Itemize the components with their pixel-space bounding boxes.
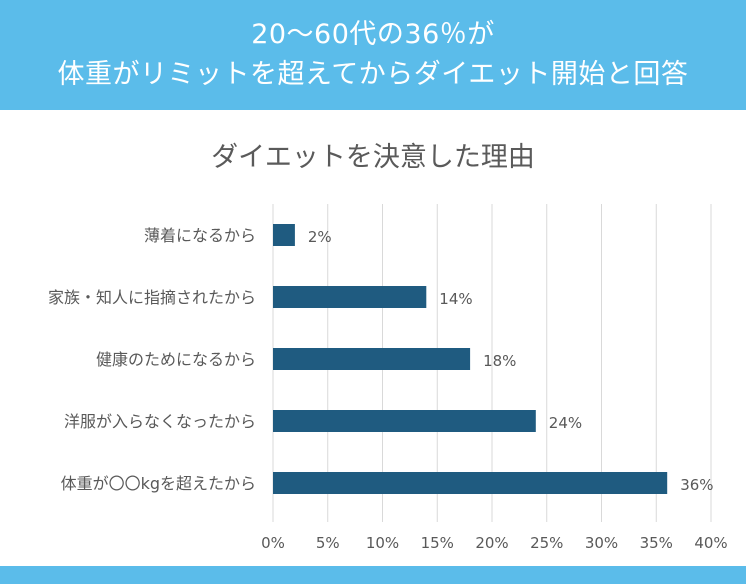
category-label: 健康のためになるから [96, 350, 256, 369]
category-label: 洋服が入らなくなったから [64, 412, 256, 431]
x-tick-label: 0% [261, 534, 285, 552]
data-label: 24% [549, 414, 582, 432]
x-tick-label: 10% [366, 534, 399, 552]
x-tick-label: 25% [530, 534, 563, 552]
data-label: 36% [680, 476, 713, 494]
x-tick-label: 40% [694, 534, 727, 552]
bar [273, 348, 471, 370]
bar [273, 286, 427, 308]
data-label: 18% [483, 352, 516, 370]
header-title-line2: 体重がリミットを超えてからダイエット開始と回答 [57, 59, 689, 90]
category-label: 家族・知人に指摘されたから [48, 288, 256, 307]
category-label: 体重が〇〇kgを超えたから [61, 474, 256, 493]
data-label: 2% [308, 228, 332, 246]
header-banner: 20～60代の36％が 体重がリミットを超えてからダイエット開始と回答 [0, 0, 746, 110]
header-title-line1: 20～60代の36％が [251, 19, 495, 50]
bar [273, 472, 668, 494]
x-tick-label: 5% [316, 534, 340, 552]
bar [273, 410, 536, 432]
bar [273, 224, 295, 246]
data-label: 14% [439, 290, 472, 308]
chart-title: ダイエットを決意した理由 [211, 142, 535, 173]
x-tick-label: 20% [475, 534, 508, 552]
footer-bar [0, 566, 746, 584]
category-label: 薄着になるから [144, 226, 256, 245]
x-tick-label: 35% [640, 534, 673, 552]
x-tick-label: 30% [585, 534, 618, 552]
x-tick-label: 15% [421, 534, 454, 552]
